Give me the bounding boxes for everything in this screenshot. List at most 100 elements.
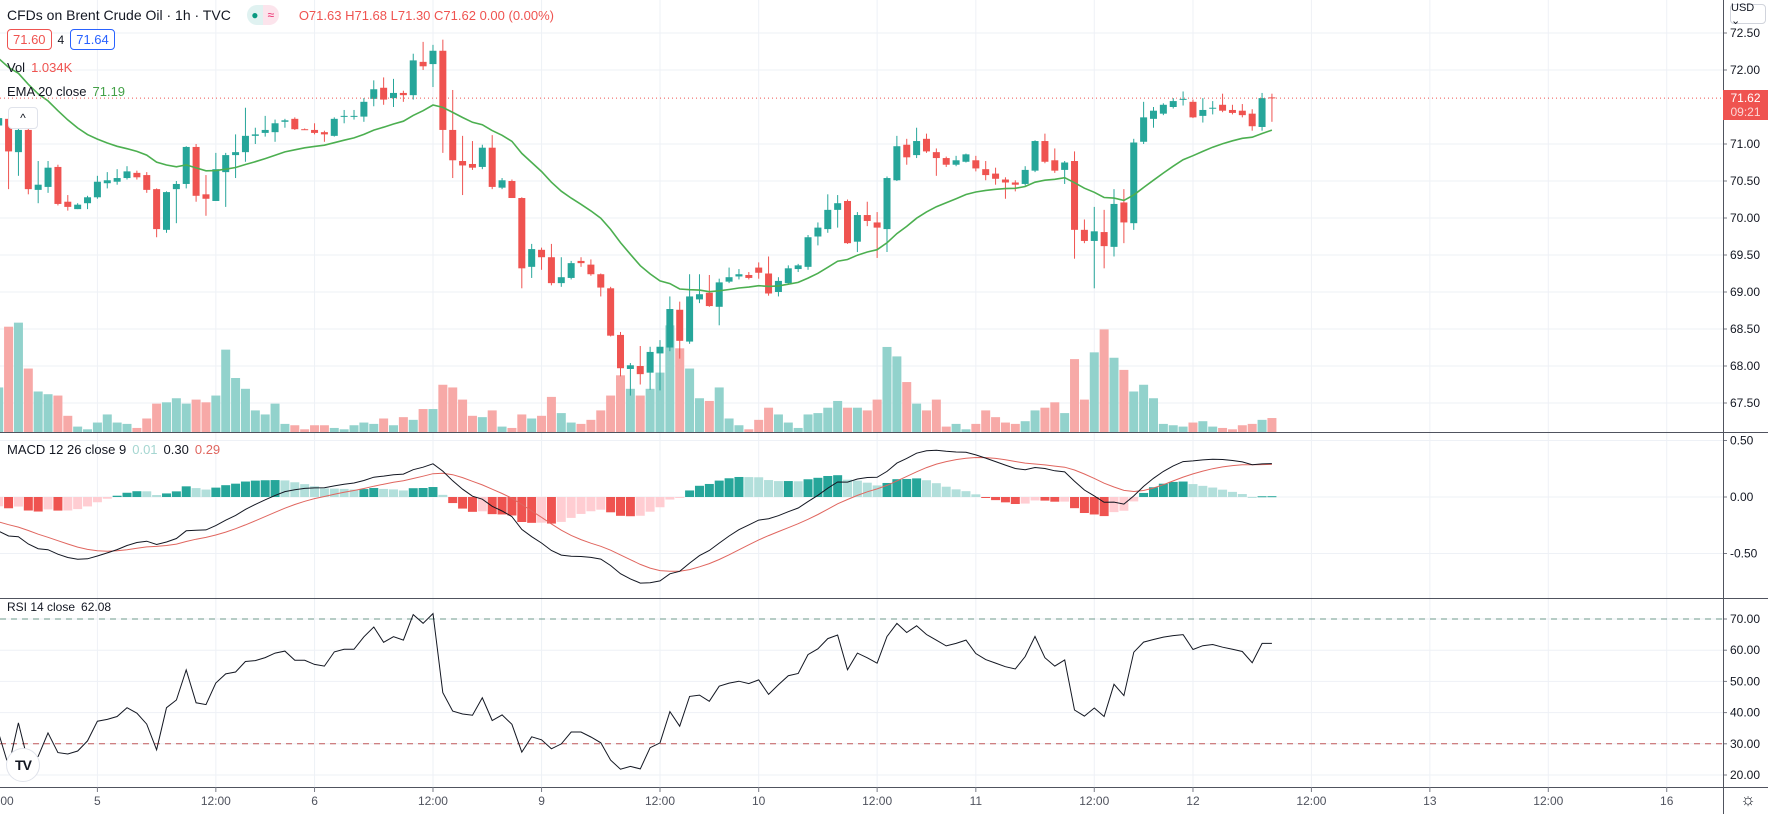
rsi-pane — [0, 612, 1723, 770]
time-tick-label: 12:00 — [201, 794, 231, 808]
volume-bar — [152, 403, 162, 432]
volume-bar — [428, 409, 438, 432]
candle-body — [439, 50, 447, 130]
volume-bar — [1089, 352, 1099, 432]
tradingview-logo[interactable]: TV — [6, 748, 40, 782]
volume-bar — [497, 426, 507, 432]
volume-bar — [537, 415, 547, 432]
volume-bar — [655, 372, 665, 432]
candle — [1011, 180, 1019, 192]
candle-body — [212, 169, 220, 201]
volume-bar — [892, 356, 902, 432]
candle — [340, 109, 348, 124]
macd-legend[interactable]: MACD 12 26 close 9 0.01 0.30 0.29 — [7, 442, 220, 457]
candle — [646, 346, 654, 390]
volume-bar — [1178, 426, 1188, 432]
macd-histogram-bar — [1218, 489, 1228, 497]
volume-bar — [1000, 422, 1010, 432]
volume-bar — [467, 415, 477, 432]
volume-bar — [724, 418, 734, 432]
candle — [44, 161, 52, 193]
candle — [478, 144, 486, 170]
macd-histogram-bar — [201, 489, 211, 497]
candle-body — [725, 277, 733, 282]
macd-histogram-bar — [773, 481, 783, 497]
currency-button[interactable]: USD ⌄ — [1730, 2, 1766, 27]
volume-bar — [1208, 426, 1218, 432]
candle — [202, 175, 210, 216]
candle-body — [1159, 104, 1167, 114]
candle — [1061, 161, 1069, 184]
ema-legend[interactable]: EMA 20 close 71.19 — [7, 84, 125, 99]
high-value: H71.68 — [345, 7, 388, 23]
macd-histogram-bar — [467, 497, 477, 512]
ema-label: EMA 20 close — [7, 84, 87, 99]
volume-bar — [73, 426, 83, 432]
axis-tick-label: 70.50 — [1730, 174, 1760, 188]
collapse-legend-button[interactable]: ^ — [8, 107, 38, 129]
candle — [1041, 133, 1049, 164]
candle-body — [1130, 142, 1138, 224]
candle-body — [350, 115, 358, 117]
candle-body — [1001, 179, 1009, 183]
candle — [498, 178, 506, 190]
candle — [1248, 109, 1256, 131]
candle — [74, 203, 82, 210]
macd-histogram-bar — [181, 486, 191, 497]
candle-body — [1169, 101, 1177, 107]
candle — [922, 133, 930, 153]
buy-button[interactable]: 71.64 — [70, 29, 115, 50]
macd-histogram-bar — [240, 481, 250, 497]
candle-body — [419, 61, 427, 67]
delayed-data-icon: ≈ — [262, 5, 279, 25]
macd-histogram-bar — [606, 497, 616, 513]
macd-histogram-bar — [576, 497, 586, 514]
sell-button[interactable]: 71.60 — [7, 29, 52, 50]
last-price-tag: 71.62 09:21 — [1723, 90, 1768, 120]
macd-histogram-bar — [1148, 487, 1158, 497]
candle-body — [1080, 229, 1088, 241]
candle — [1149, 107, 1157, 128]
volume-bar — [339, 429, 349, 432]
candle — [844, 199, 852, 244]
candle-body — [972, 160, 980, 169]
candle-body — [617, 334, 625, 369]
candle-body — [143, 175, 151, 190]
volume-bar — [991, 417, 1001, 432]
macd-histogram-bar — [13, 497, 23, 507]
volume-bar — [23, 368, 33, 432]
macd-histogram-bar — [813, 477, 823, 497]
candle — [1130, 138, 1138, 230]
volume-legend[interactable]: Vol 1.034K — [7, 60, 72, 75]
volume-bar — [349, 425, 359, 432]
candle-body — [1268, 97, 1276, 99]
rsi-line — [0, 612, 1272, 770]
time-tick-label: 12:00 — [418, 794, 448, 808]
candle-body — [745, 274, 753, 278]
candle — [409, 53, 417, 100]
macd-histogram-bar — [1168, 481, 1178, 497]
candle-body — [192, 146, 200, 196]
candle — [380, 77, 388, 105]
candle — [567, 260, 575, 280]
macd-histogram-bar — [714, 480, 724, 497]
rsi-legend[interactable]: RSI 14 close 62.08 — [7, 600, 111, 614]
market-status-pill[interactable]: ● ≈ — [246, 5, 279, 25]
macd-histogram-bar — [231, 483, 241, 497]
symbol-title[interactable]: CFDs on Brent Crude Oil · 1h · TVC — [7, 7, 231, 23]
time-tick-label: 10 — [752, 794, 766, 808]
candle — [103, 172, 111, 189]
candle — [1090, 206, 1098, 289]
candle — [1140, 101, 1148, 144]
axis-tick-label: 69.00 — [1730, 285, 1760, 299]
settings-gear-icon[interactable]: ☼ — [1740, 790, 1756, 809]
macd-pane — [0, 449, 1277, 584]
candle — [162, 191, 170, 233]
time-axis[interactable]: 12:00 5 12:00 6 12:00 9 12:00 10 12:00 11 12:00 12 1… — [0, 787, 1674, 808]
volume-bar — [389, 425, 398, 432]
axis-tick-label: 50.00 — [1730, 674, 1760, 688]
candle — [222, 152, 230, 207]
axis-tick-label: 68.50 — [1730, 322, 1760, 336]
candle-body — [607, 288, 615, 336]
